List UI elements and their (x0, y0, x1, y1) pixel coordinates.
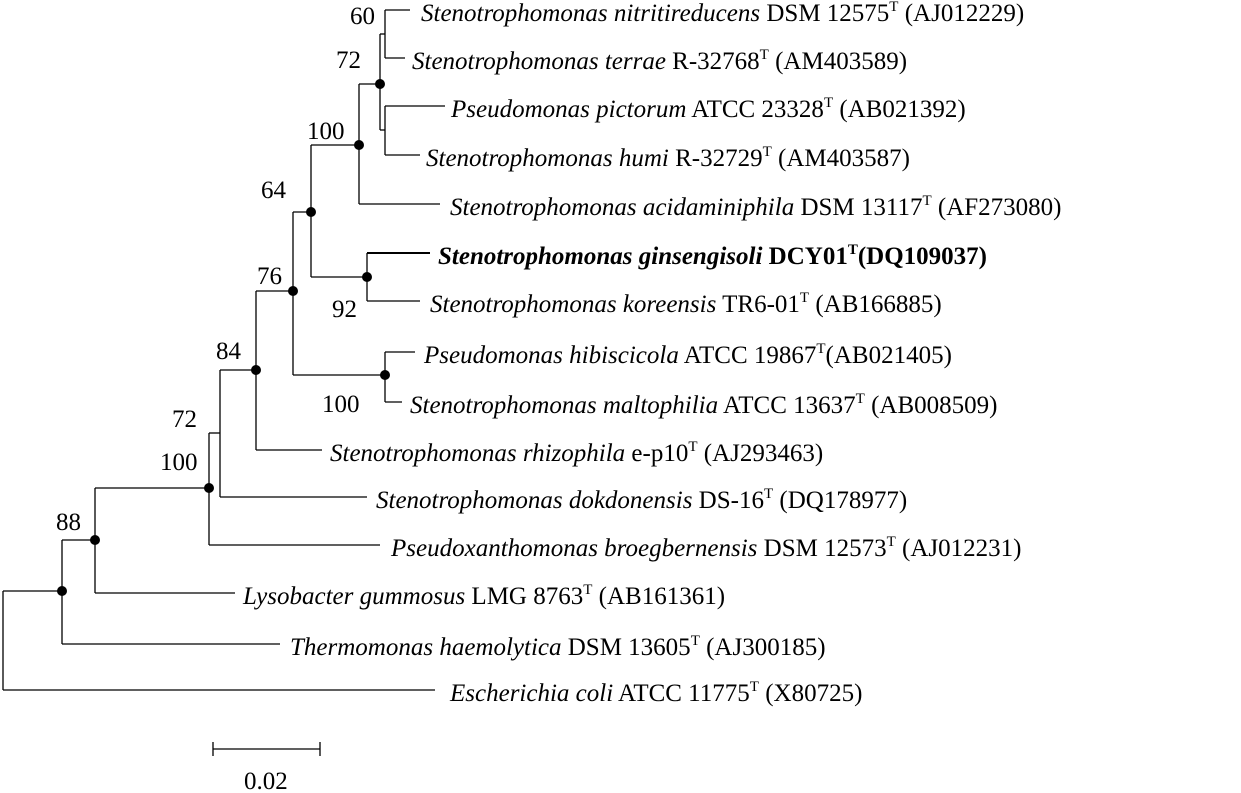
node-dot (251, 365, 261, 375)
scale-bar-label: 0.02 (244, 768, 288, 793)
taxon-label: Stenotrophomonas maltophilia ATCC 13637T… (410, 382, 997, 419)
node-dot (90, 535, 100, 545)
taxon-label: Pseudoxanthomonas broegbernensis DSM 125… (390, 525, 1021, 562)
taxon-label: Pseudomonas hibiscicola ATCC 19867T(AB02… (423, 341, 952, 369)
taxon-label: Stenotrophomonas terrae R-32768T (AM4035… (412, 38, 907, 75)
bootstrap-label: 72 (336, 47, 361, 74)
scale-bar-line (212, 742, 321, 756)
bootstrap-label: 76 (257, 263, 282, 290)
taxon-label: Stenotrophomonas nitritireducens DSM 125… (421, 0, 1024, 27)
bootstrap-label: 88 (56, 509, 81, 536)
node-dot (306, 207, 316, 217)
node-dot (362, 272, 372, 282)
node-dot (57, 586, 67, 596)
bootstrap-label: 84 (216, 338, 242, 365)
taxon-label-highlighted: Stenotrophomonas ginsengisoli DCY01T(DQ1… (438, 242, 987, 270)
bootstrap-label: 64 (261, 177, 287, 204)
node-dot (354, 140, 364, 150)
taxon-labels: Stenotrophomonas nitritireducens DSM 125… (242, 0, 1062, 707)
node-dot (380, 370, 390, 380)
bootstrap-values: 60 72 100 64 92 76 100 84 72 100 88 (56, 3, 375, 536)
taxon-label: Stenotrophomonas acidaminiphila DSM 1311… (450, 184, 1062, 221)
taxon-label: Stenotrophomonas humi R-32729T (AM403587… (426, 135, 910, 172)
taxon-label: Stenotrophomonas dokdonensis DS-16T (DQ1… (376, 477, 907, 514)
node-dot (375, 79, 385, 89)
scale-bar: 0.02 (212, 742, 321, 793)
bootstrap-label: 100 (322, 391, 360, 418)
taxon-label: Stenotrophomonas rhizophila e-p10T (AJ29… (330, 430, 823, 467)
taxon-label: Escherichia coli ATCC 11775T (X80725) (449, 670, 862, 707)
bootstrap-label: 92 (332, 296, 357, 323)
taxon-label: Pseudomonas pictorum ATCC 23328T (AB0213… (450, 86, 966, 123)
bootstrap-label: 60 (350, 3, 375, 30)
taxon-label: Lysobacter gummosus LMG 8763T (AB161361) (242, 573, 725, 610)
node-dot (288, 286, 298, 296)
taxon-label: Thermomonas haemolytica DSM 13605T (AJ30… (290, 624, 826, 661)
bootstrap-label: 72 (172, 406, 197, 433)
bootstrap-label: 100 (307, 118, 345, 145)
bootstrap-label: 100 (160, 449, 198, 476)
taxon-label: Stenotrophomonas koreensis TR6-01T (AB16… (430, 281, 942, 318)
node-dot (204, 483, 214, 493)
node-markers (57, 79, 390, 596)
